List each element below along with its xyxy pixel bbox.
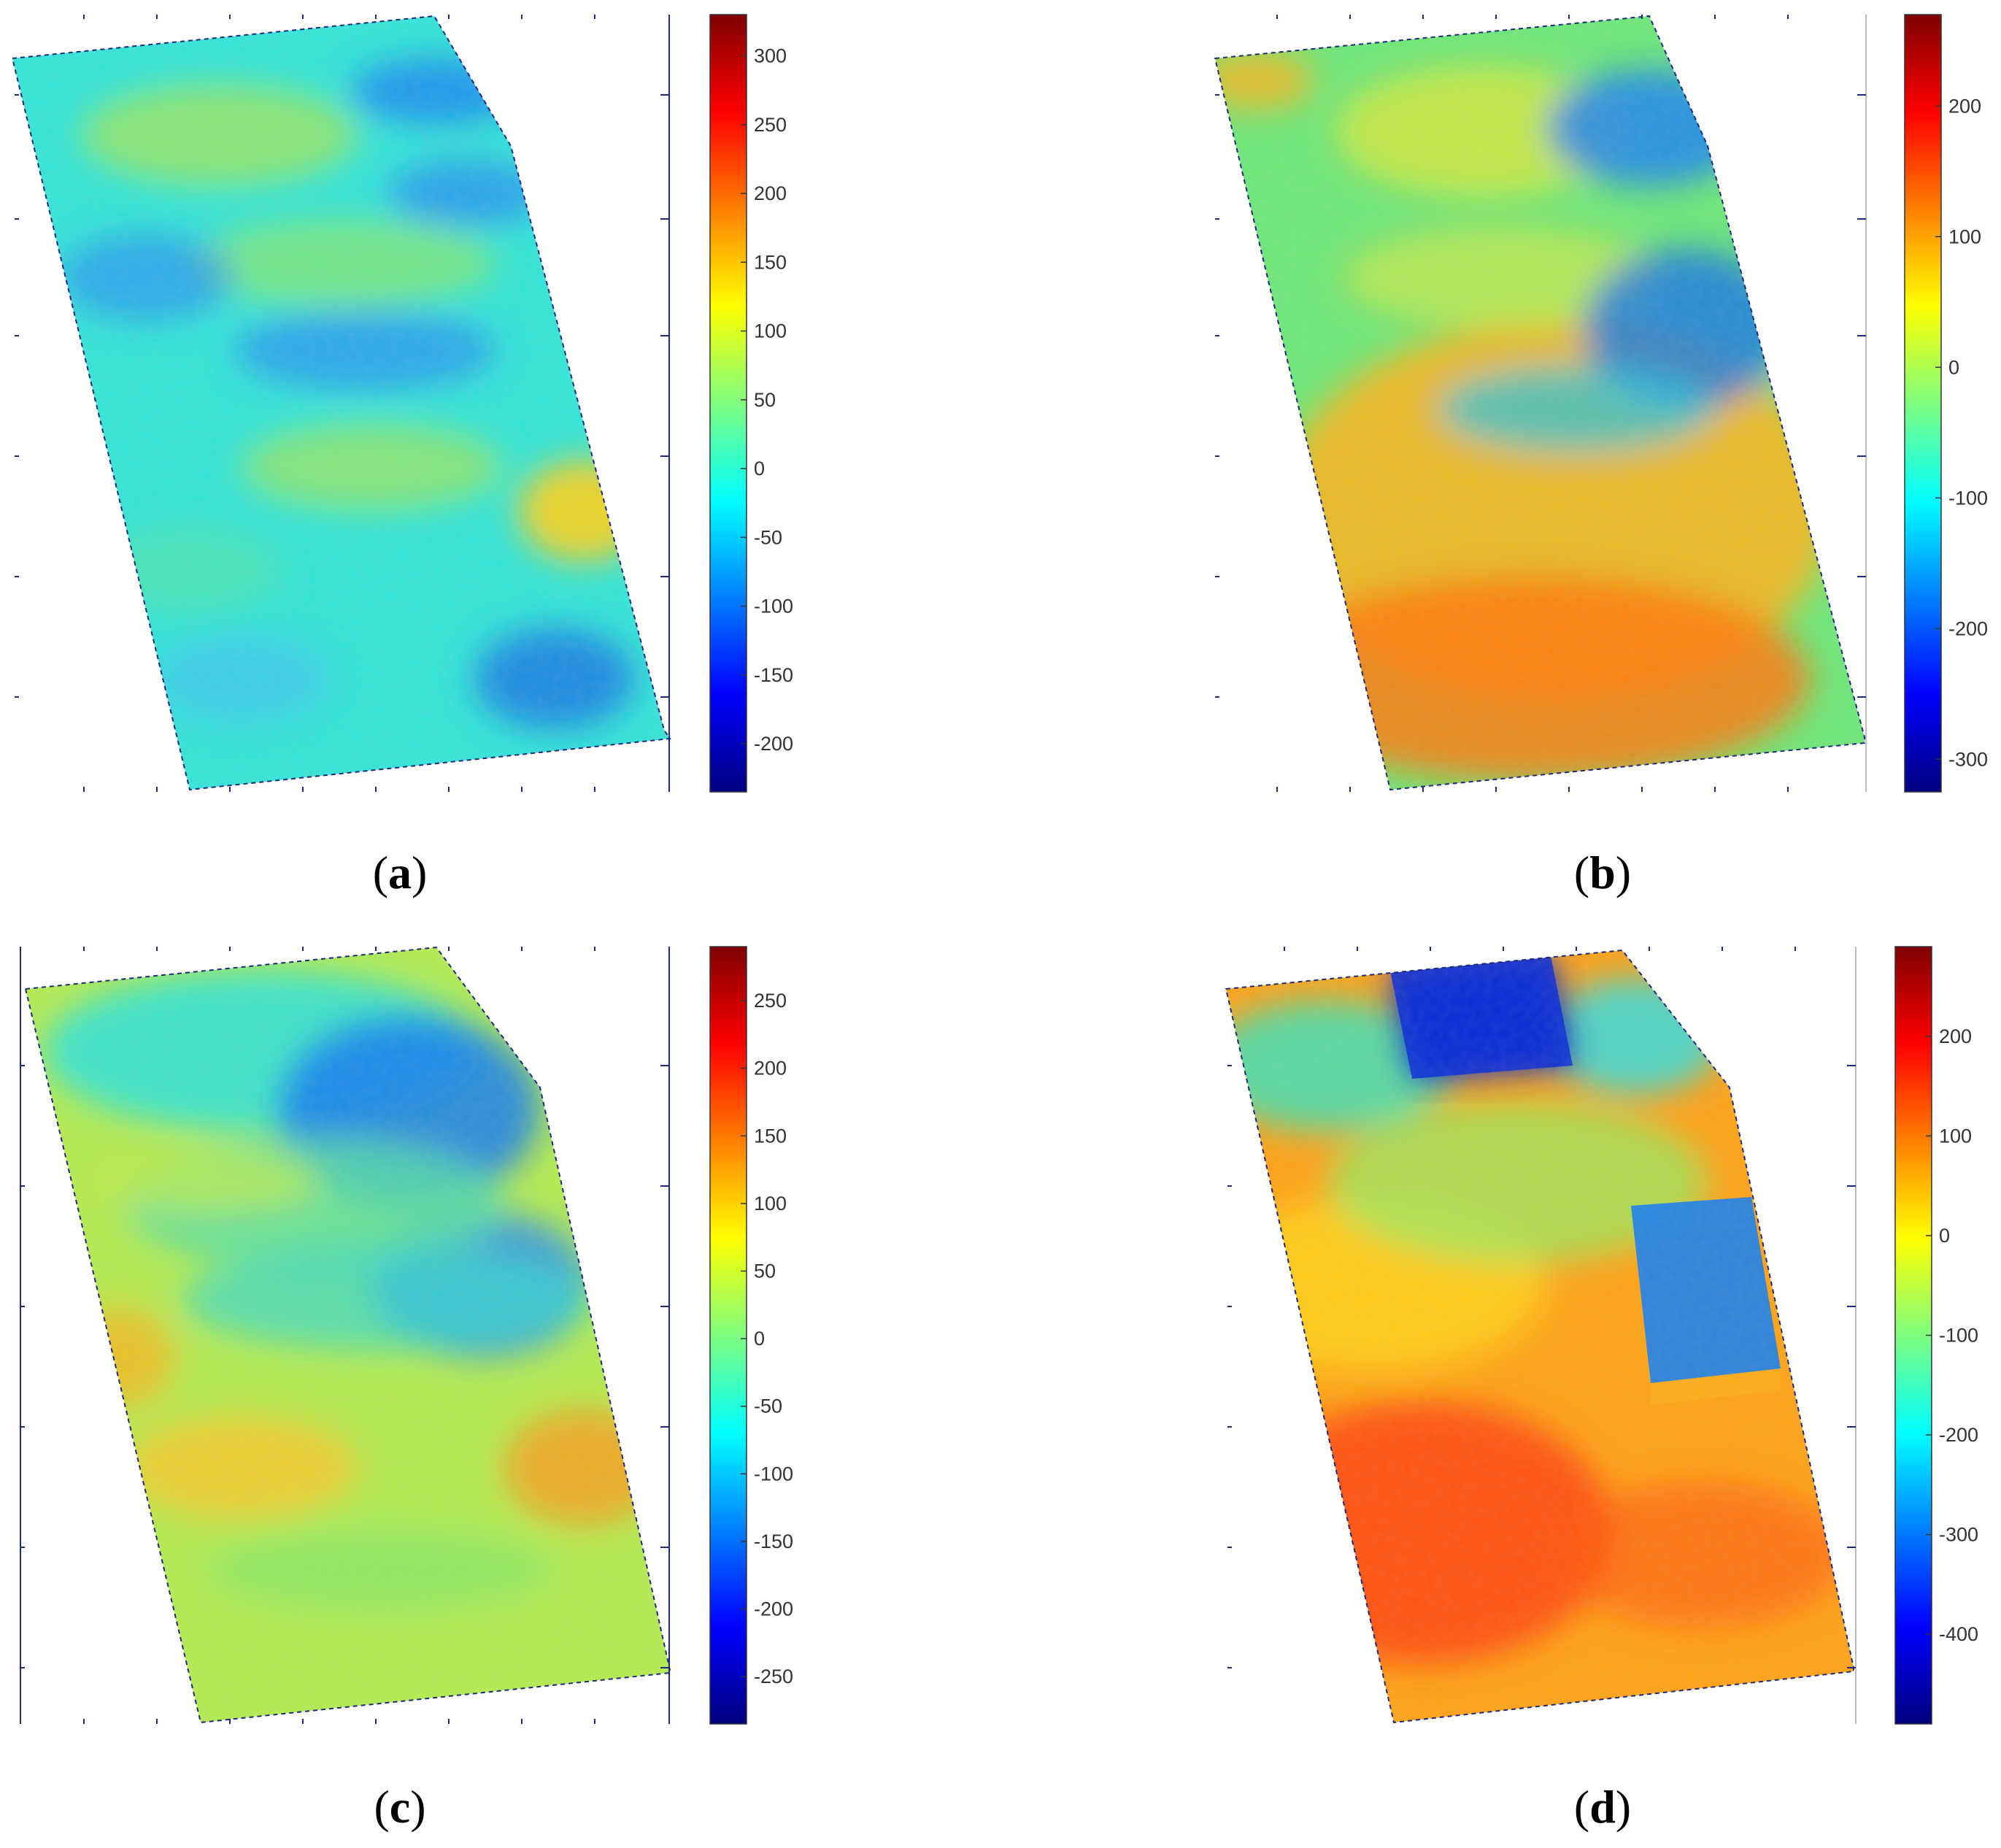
- colorbar-tick-label: 100: [1948, 226, 1981, 247]
- colorbar-tick-label: 0: [1948, 356, 1959, 378]
- colorbar-tick-label: 150: [754, 1125, 787, 1147]
- colorbar-tick-label: -50: [754, 526, 782, 548]
- colorbar-tick-label: -200: [754, 733, 793, 755]
- colorbar-tick-label: 200: [1939, 1025, 1972, 1047]
- colorbar-tick-label: 250: [754, 990, 787, 1012]
- panel-label-d: (d): [1574, 1781, 1631, 1833]
- panel-c: 250 200 150 100 50 0 -50 -100 -150 -200 -250 (c): [20, 946, 793, 1833]
- colorbar-tick-label: -100: [754, 596, 793, 617]
- colorbar-tick-label: -300: [1939, 1524, 1978, 1546]
- map-a: [12, 16, 670, 790]
- colorbar-tick-label: 300: [754, 45, 787, 67]
- colorbar-tick-label: -100: [754, 1463, 793, 1485]
- map-d: [1226, 950, 1854, 1722]
- colorbar-tick-label: -300: [1948, 748, 1988, 770]
- colorbar-d-ticks: 200 100 0 -100 -200 -300 -400: [1926, 1025, 1978, 1645]
- colorbar-tick-label: -100: [1948, 487, 1988, 509]
- colorbar-tick-label: 50: [754, 389, 776, 411]
- colorbar-tick-label: 150: [754, 251, 787, 273]
- colorbar-tick-label: 0: [754, 1328, 765, 1350]
- colorbar-tick-label: 0: [1939, 1225, 1950, 1247]
- colorbar-tick-label: 200: [754, 182, 787, 204]
- colorbar-tick-label: 200: [754, 1058, 787, 1079]
- colorbar-b: [1904, 14, 1942, 793]
- colorbar-b-ticks: 200 100 0 -100 -200 -300: [1935, 95, 1988, 770]
- panel-a: 300 250 200 150 100 50 0 -50 -100 -150 -200 (a): [11, 14, 793, 898]
- colorbar-tick-label: 200: [1948, 95, 1981, 117]
- map-a-outline: [11, 15, 671, 791]
- panel-label-b: (b): [1574, 847, 1631, 898]
- colorbar-tick-label: -200: [1939, 1424, 1978, 1446]
- panel-d: 200 100 0 -100 -200 -300 -400 (d): [1225, 946, 1978, 1833]
- colorbar-tick-label: -400: [1939, 1623, 1978, 1645]
- colorbar-tick-label: -100: [1939, 1325, 1978, 1347]
- colorbar-tick-label: -200: [1948, 617, 1988, 639]
- colorbar-tick-label: -200: [754, 1598, 793, 1620]
- colorbar-d: [1894, 946, 1932, 1725]
- map-b: [1215, 16, 1865, 790]
- colorbar-c: [709, 946, 747, 1725]
- colorbar-tick-label: -50: [754, 1395, 782, 1417]
- colorbar-tick-label: 50: [754, 1260, 776, 1282]
- frame-c: [20, 947, 670, 1724]
- colorbar-tick-label: 100: [1939, 1125, 1972, 1147]
- colorbar-tick-label: -150: [754, 1531, 793, 1552]
- colorbar-tick-label: -250: [754, 1666, 793, 1687]
- panel-label-a: (a): [373, 847, 428, 898]
- panel-b: 200 100 0 -100 -200 -300 (b): [1214, 14, 1988, 898]
- frame-d: [1227, 947, 1857, 1724]
- colorbar-c-ticks: 250 200 150 100 50 0 -50 -100 -150 -200 -250: [741, 990, 793, 1687]
- colorbar-tick-label: 250: [754, 114, 787, 136]
- colorbar-tick-label: 100: [754, 320, 787, 342]
- map-b-outline: [1214, 15, 1865, 791]
- map-c: [26, 947, 670, 1722]
- frame-a: [15, 15, 670, 792]
- colorbar-tick-label: -150: [754, 664, 793, 686]
- colorbar-tick-label: 0: [754, 458, 765, 480]
- colorbar-tick-label: 100: [754, 1193, 787, 1214]
- panel-label-c: (c): [374, 1781, 425, 1833]
- colorbar-a-ticks: 300 250 200 150 100 50 0 -50 -100 -150 -200: [741, 45, 793, 755]
- colorbar-a: [709, 14, 747, 793]
- frame-b: [1215, 15, 1867, 792]
